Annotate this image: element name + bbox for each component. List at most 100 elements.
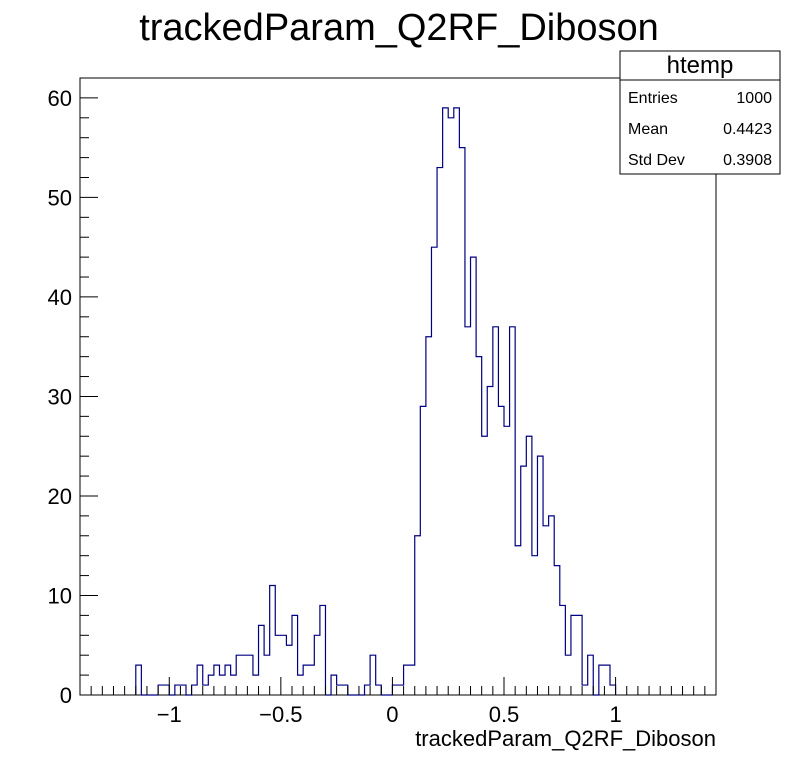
histogram-bin [225,665,231,695]
histogram-bin [270,586,276,695]
histogram-bin [214,665,220,695]
histogram-bin [247,655,253,695]
y-tick-label: 10 [48,583,72,608]
stats-value-mean: 0.4423 [723,121,772,138]
histogram-bin [259,625,265,695]
histogram-bin [577,615,583,695]
histogram-bin [298,675,304,695]
histogram-bin [431,247,437,695]
histogram-bin [197,665,203,695]
histogram-bin [443,108,449,695]
histogram-bin [554,566,560,695]
plot-frame [79,77,717,696]
histogram-bin [331,675,337,695]
histogram-bin [219,675,225,695]
histogram-bin [320,605,326,695]
histogram-bin [264,655,270,695]
histogram-bin [164,685,170,695]
stats-box: htemp Entries 1000 Mean 0.4423 Std Dev 0… [619,50,781,175]
histogram-bin [498,406,504,695]
x-axis-title: trackedParam_Q2RF_Diboson [415,726,716,751]
histogram-bin [398,685,404,695]
histogram-bin [192,685,198,695]
histogram-bin [537,456,543,695]
histogram-bin [543,526,549,695]
histogram-bin [604,665,610,695]
histogram-bin [242,655,248,695]
histogram-bin [365,685,371,695]
histogram-bin [437,168,443,695]
histogram-bin [515,546,521,695]
histogram-bin [599,665,605,695]
histogram-bin [136,665,142,695]
histogram-bin [286,645,292,695]
histogram-bin [493,327,499,695]
histogram-bin [510,327,516,695]
y-tick-label: 50 [48,185,72,210]
y-axis-ticks: 0 10 20 30 40 50 60 [48,77,98,708]
histogram-bin [376,685,382,695]
stats-title: htemp [667,52,734,79]
histogram-bin [337,685,343,695]
histogram-bin [392,685,398,695]
histogram-bin [454,108,460,695]
histogram-bin [409,665,415,695]
histogram-bin [203,685,209,695]
histogram-bin [560,605,566,695]
histogram-bin [471,257,477,695]
histogram-bin [175,685,181,695]
histogram-bin [521,466,527,695]
x-tick-label: 0 [386,702,398,727]
histogram-bin [426,337,432,695]
y-tick-label: 40 [48,285,72,310]
stats-label-stddev: Std Dev [628,152,685,169]
histogram-bin [303,665,309,695]
histogram-bin [253,675,259,695]
histogram-bin [415,536,421,695]
histogram-bin [309,665,315,695]
histogram-bin [420,406,426,695]
histogram-bin [158,685,164,695]
histogram-bin [275,635,281,695]
histogram-line [135,107,617,696]
x-tick-label: 1 [609,702,621,727]
histogram-bars [136,108,616,695]
chart-title: trackedParam_Q2RF_Diboson [139,7,659,49]
histogram-bin [404,665,410,695]
histogram-bin [532,556,538,695]
histogram-bin [459,148,465,695]
histogram-bin [370,655,376,695]
y-tick-label: 60 [48,86,72,111]
histogram-bin [180,685,186,695]
histogram-bin [565,655,571,695]
histogram-bin [582,685,588,695]
stats-value-entries: 1000 [736,90,772,107]
x-axis-ticks: −1 −0.5 0 0.5 1 [79,677,717,727]
histogram-bin [610,685,616,695]
histogram-bin [476,357,482,695]
stats-value-stddev: 0.3908 [723,152,772,169]
histogram-bin [236,655,242,695]
histogram-bin [231,675,237,695]
x-tick-label: 0.5 [489,702,520,727]
histogram-bin [281,635,287,695]
histogram-bin [487,387,493,696]
x-tick-label: −1 [157,702,182,727]
histogram-bin [448,118,454,695]
stats-label-entries: Entries [628,90,678,107]
histogram-bin [292,615,298,695]
histogram-bin [208,675,214,695]
y-tick-label: 20 [48,484,72,509]
histogram-bin [504,426,510,695]
histogram-bin [549,516,555,695]
histogram-bin [465,327,471,695]
histogram-bin [314,635,320,695]
y-tick-label: 30 [48,384,72,409]
y-tick-label: 0 [60,683,72,708]
x-tick-label: −0.5 [259,702,302,727]
histogram-bin [342,685,348,695]
histogram-bin [526,436,532,695]
histogram-bin [588,655,594,695]
histogram-bin [571,615,577,695]
